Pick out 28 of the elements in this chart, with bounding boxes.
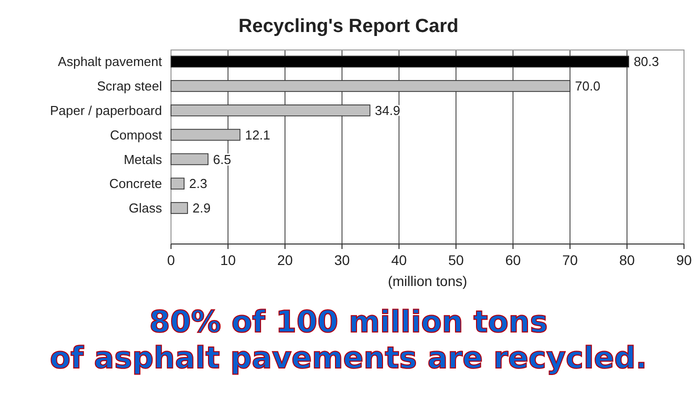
chart-title: Recycling's Report Card (238, 16, 458, 37)
x-tick-label: 10 (220, 252, 236, 268)
y-tick-label: Compost (110, 127, 162, 142)
data-label: 2.9 (192, 200, 211, 216)
bar (170, 153, 208, 166)
bar (170, 178, 185, 190)
data-label: 2.3 (189, 176, 208, 192)
x-tick-label: 0 (167, 252, 176, 268)
y-tick-label: Glass (128, 200, 162, 216)
y-tick-label: Asphalt pavement (58, 54, 162, 70)
bar (170, 202, 188, 214)
x-tick-label: 20 (277, 252, 293, 268)
data-label: 12.1 (244, 127, 270, 142)
text: 80% of 100 million tons of asphalt pavements are recycled. (50, 305, 648, 376)
data-label: 80.3 (634, 54, 660, 70)
x-tick-label: 30 (334, 252, 350, 268)
y-tick-label: Metals (124, 152, 162, 167)
x-tick-label: 50 (448, 252, 464, 268)
y-tick-label: Paper / paperboard (50, 102, 162, 118)
x-tick-label: 40 (391, 252, 407, 268)
x-tick-label: 90 (676, 252, 692, 268)
x-tick-label: 80 (619, 252, 635, 268)
y-tick-label: Scrap steel (96, 78, 162, 94)
data-label: 70.0 (575, 78, 600, 94)
y-tick-label: Concrete (109, 176, 162, 192)
x-tick-label: 70 (562, 252, 578, 268)
x-axis-title: (million tons) (388, 273, 468, 289)
x-tick-label: 60 (505, 252, 521, 268)
